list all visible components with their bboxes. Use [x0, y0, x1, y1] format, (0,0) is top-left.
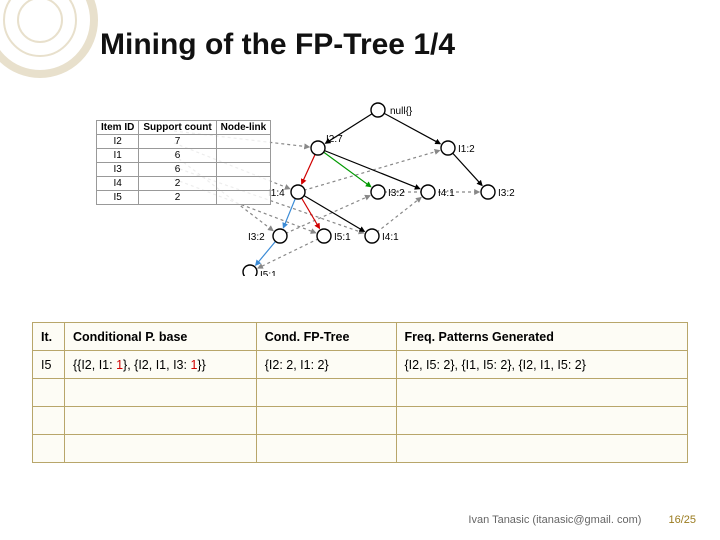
header-table-cell: I4	[97, 177, 139, 191]
fp-node-label: I5:1	[260, 270, 277, 276]
header-table-cell: 6	[139, 163, 216, 177]
cell-tree	[256, 435, 396, 463]
data-table-col: Cond. FP-Tree	[256, 323, 396, 351]
header-table-cell	[216, 149, 271, 163]
cell-base	[64, 435, 256, 463]
header-table-cell: I1	[97, 149, 139, 163]
fp-node	[421, 185, 435, 199]
fp-node-label: I3:2	[248, 232, 265, 243]
cell-it	[33, 435, 65, 463]
header-table-cell: 2	[139, 191, 216, 205]
fp-node-label: I3:2	[388, 188, 405, 199]
header-table-cell: 2	[139, 177, 216, 191]
cell-base: {{I2, I1: 1}, {I2, I1, I3: 1}}	[64, 351, 256, 379]
fp-node	[441, 141, 455, 155]
footer-author: Ivan Tanasic (itanasic@gmail. com)	[468, 514, 641, 526]
table-row: I5{{I2, I1: 1}, {I2, I1, I3: 1}}{I2: 2, …	[33, 351, 688, 379]
fp-node	[481, 185, 495, 199]
cell-freq	[396, 379, 688, 407]
fp-node	[273, 229, 287, 243]
header-table-cell	[216, 177, 271, 191]
fp-node-label: I3:2	[498, 188, 515, 199]
fp-node-label: I1:2	[458, 144, 475, 155]
footer-page: 16/25	[668, 514, 696, 526]
cell-freq	[396, 407, 688, 435]
fp-node-label: null{}	[390, 106, 413, 117]
header-table-cell: 6	[139, 149, 216, 163]
cell-freq	[396, 435, 688, 463]
slide-title: Mining of the FP-Tree 1/4	[100, 28, 455, 62]
header-table-cell: I2	[97, 135, 139, 149]
table-row	[33, 407, 688, 435]
header-table-col: Item ID	[97, 121, 139, 135]
fp-node-label: I4:1	[382, 232, 399, 243]
header-table-cell	[216, 135, 271, 149]
fp-node	[243, 265, 257, 276]
conditional-table: It.Conditional P. baseCond. FP-TreeFreq.…	[32, 322, 688, 463]
data-table-col: Freq. Patterns Generated	[396, 323, 688, 351]
fp-node	[371, 103, 385, 117]
corner-decoration	[0, 0, 100, 80]
data-table-col: It.	[33, 323, 65, 351]
header-table-cell: I5	[97, 191, 139, 205]
header-table-col: Node-link	[216, 121, 271, 135]
table-row	[33, 435, 688, 463]
fp-node	[311, 141, 325, 155]
fp-node	[317, 229, 331, 243]
header-table-cell: 7	[139, 135, 216, 149]
cell-it: I5	[33, 351, 65, 379]
fp-node	[291, 185, 305, 199]
slide: Mining of the FP-Tree 1/4 null{} I2:7 I1:2…	[0, 0, 720, 540]
cell-tree	[256, 407, 396, 435]
cell-tree	[256, 379, 396, 407]
header-table-cell	[216, 163, 271, 177]
fp-node-label: I5:1	[334, 232, 351, 243]
fp-node	[365, 229, 379, 243]
footer: Ivan Tanasic (itanasic@gmail. com) 16/25	[468, 514, 696, 526]
table-row	[33, 379, 688, 407]
header-table: Item IDSupport countNode-link I27I16I36I4…	[96, 120, 271, 205]
fp-node-label: I2:7	[326, 134, 343, 145]
cell-it	[33, 379, 65, 407]
fp-node	[371, 185, 385, 199]
data-table-col: Conditional P. base	[64, 323, 256, 351]
cell-base	[64, 379, 256, 407]
cell-it	[33, 407, 65, 435]
cell-tree: {I2: 2, I1: 2}	[256, 351, 396, 379]
cell-base	[64, 407, 256, 435]
header-table-col: Support count	[139, 121, 216, 135]
header-table-cell	[216, 191, 271, 205]
fp-node-label: I4:1	[438, 188, 455, 199]
cell-freq: {I2, I5: 2}, {I1, I5: 2}, {I2, I1, I5: 2…	[396, 351, 688, 379]
header-table-cell: I3	[97, 163, 139, 177]
